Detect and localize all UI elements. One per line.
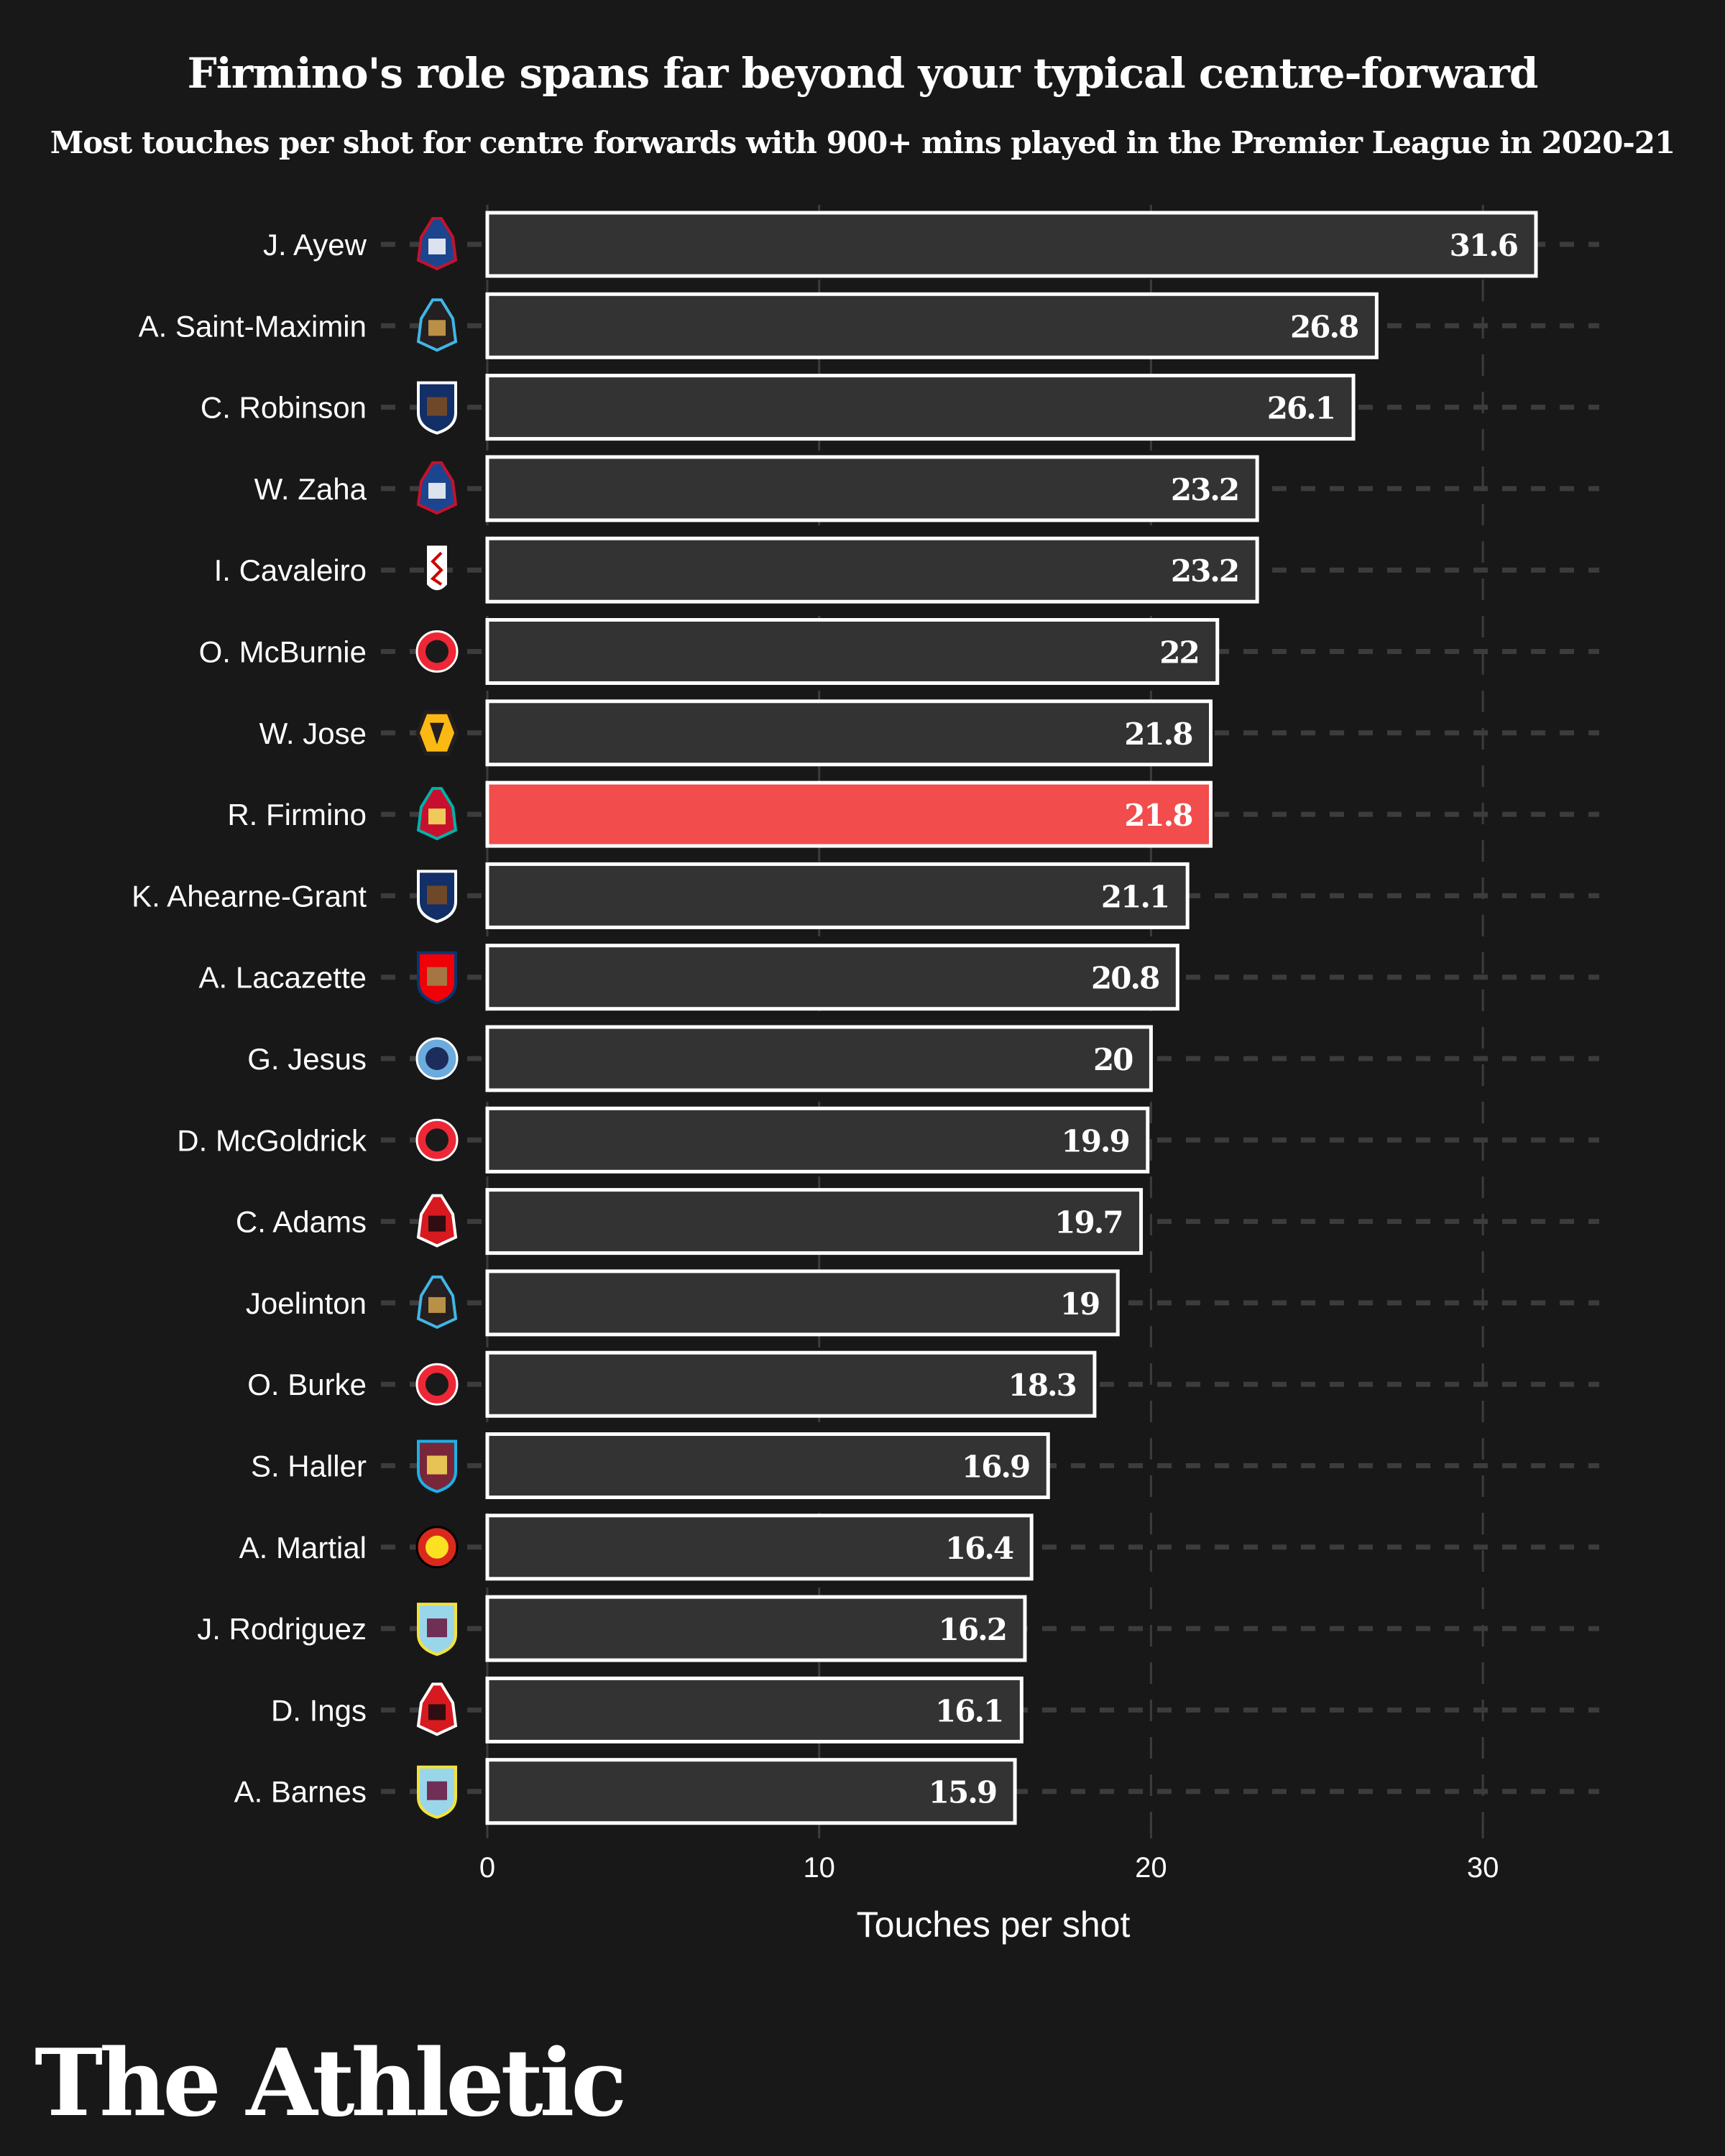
category-label: J. Rodriguez (197, 1612, 367, 1646)
vertical-gridlines (486, 205, 1484, 1840)
bar (485, 1676, 1024, 1743)
bar-value-label: 20.8 (1091, 961, 1159, 996)
bar-value-label: 15.9 (929, 1775, 996, 1810)
category-label: Joelinton (246, 1286, 367, 1320)
bar-value-label: 31.6 (1450, 228, 1517, 263)
man-united-badge-icon (415, 1526, 459, 1569)
category-label: G. Jesus (247, 1042, 367, 1076)
bar-value-label: 18.3 (1008, 1368, 1076, 1403)
sheffield-united-badge-icon (415, 1118, 459, 1161)
bar-value-label: 16.4 (945, 1531, 1013, 1566)
bar (485, 1269, 1120, 1337)
sheffield-united-badge-icon (415, 1363, 459, 1406)
x-tick-label: 30 (1467, 1852, 1499, 1884)
x-tick-label: 0 (479, 1852, 495, 1884)
chart-title: Firmino's role spans far beyond your typ… (187, 49, 1539, 98)
bar (485, 536, 1259, 604)
the-athletic-logo: The Athletic (34, 2030, 627, 2137)
category-label: C. Adams (236, 1205, 367, 1239)
newcastle-badge-icon (416, 1275, 458, 1330)
category-label: I. Cavaleiro (214, 553, 367, 587)
category-label: A. Barnes (234, 1775, 367, 1809)
wolves-badge-icon (415, 709, 459, 756)
category-label: D. Ings (271, 1693, 367, 1727)
category-label: O. Burke (247, 1368, 367, 1401)
bar-value-label: 16.1 (935, 1693, 1003, 1728)
club-badges (415, 217, 459, 1819)
fulham-badge-icon (427, 545, 447, 591)
bar (485, 1106, 1150, 1174)
bar-value-label: 19 (1060, 1286, 1099, 1322)
crystal-palace-badge-icon (416, 461, 458, 515)
bar (485, 211, 1538, 278)
bar (485, 1025, 1153, 1092)
bar-value-label: 22 (1159, 635, 1198, 671)
west-brom-badge-icon (417, 870, 457, 923)
bar (485, 455, 1259, 522)
bar (485, 374, 1356, 441)
bar (485, 292, 1379, 359)
bar (485, 699, 1213, 767)
x-axis-ticks: 0 10 20 30 (479, 1825, 1499, 1884)
bar-value-label: 23.2 (1171, 553, 1238, 589)
bar (485, 1595, 1027, 1662)
bar (485, 944, 1179, 1011)
bar-value-label: 23.2 (1171, 472, 1238, 507)
west-brom-badge-icon (417, 381, 457, 435)
bar-value-label: 19.9 (1061, 1123, 1128, 1158)
bar (485, 1350, 1097, 1418)
category-label: A. Saint-Maximin (139, 309, 367, 343)
bar-chart: 31.6 26.8 26.1 23.2 23.2 22 21.8 21.8 21.1 20.8 20… (132, 205, 1599, 1945)
bar-value-label: 26.1 (1267, 391, 1335, 426)
bar (485, 1188, 1144, 1256)
bar-highlighted (485, 780, 1213, 848)
category-label: D. McGoldrick (177, 1123, 367, 1157)
bar (485, 1514, 1034, 1581)
category-label: O. McBurnie (199, 635, 367, 669)
category-label: J. Ayew (263, 228, 367, 262)
southampton-badge-icon (416, 1682, 458, 1736)
category-labels: J. Ayew A. Saint-Maximin C. Robinson W. Zah… (132, 228, 367, 1809)
bar (485, 1758, 1017, 1825)
bar (485, 618, 1220, 685)
category-label: R. Firmino (227, 798, 367, 831)
bars: 31.6 26.8 26.1 23.2 23.2 22 21.8 21.8 21.1 20.8 20… (485, 211, 1538, 1825)
category-label: C. Robinson (201, 391, 367, 425)
bar-value-label: 19.7 (1054, 1205, 1122, 1240)
liverpool-badge-icon (416, 787, 458, 841)
x-tick-label: 10 (803, 1852, 835, 1884)
category-label: W. Zaha (254, 472, 367, 506)
bar (485, 1432, 1050, 1499)
bar-value-label: 21.8 (1124, 798, 1192, 833)
bar (485, 862, 1190, 929)
category-label: K. Ahearne-Grant (132, 879, 367, 913)
crystal-palace-badge-icon (416, 217, 458, 271)
category-label: A. Martial (239, 1531, 367, 1565)
x-tick-label: 20 (1135, 1852, 1167, 1884)
bar-value-label: 21.8 (1124, 717, 1192, 752)
arsenal-badge-icon (417, 951, 457, 1005)
bar-value-label: 20 (1093, 1042, 1133, 1077)
bar-value-label: 21.1 (1101, 879, 1169, 914)
newcastle-badge-icon (416, 298, 458, 352)
bar-value-label: 16.2 (939, 1612, 1006, 1647)
category-label: A. Lacazette (199, 961, 367, 995)
category-label: S. Haller (251, 1450, 367, 1483)
man-city-badge-icon (415, 1037, 459, 1080)
bar-value-label: 26.8 (1290, 309, 1358, 344)
x-axis-label: Touches per shot (857, 1904, 1131, 1945)
sheffield-united-badge-icon (415, 630, 459, 673)
southampton-badge-icon (416, 1194, 458, 1248)
west-ham-badge-icon (417, 1439, 457, 1493)
category-label: W. Jose (259, 717, 367, 750)
burnley-badge-icon (417, 1765, 457, 1819)
bar-value-label: 16.9 (962, 1450, 1029, 1485)
burnley-badge-icon (417, 1603, 457, 1657)
chart-subtitle: Most touches per shot for centre forward… (50, 125, 1675, 160)
